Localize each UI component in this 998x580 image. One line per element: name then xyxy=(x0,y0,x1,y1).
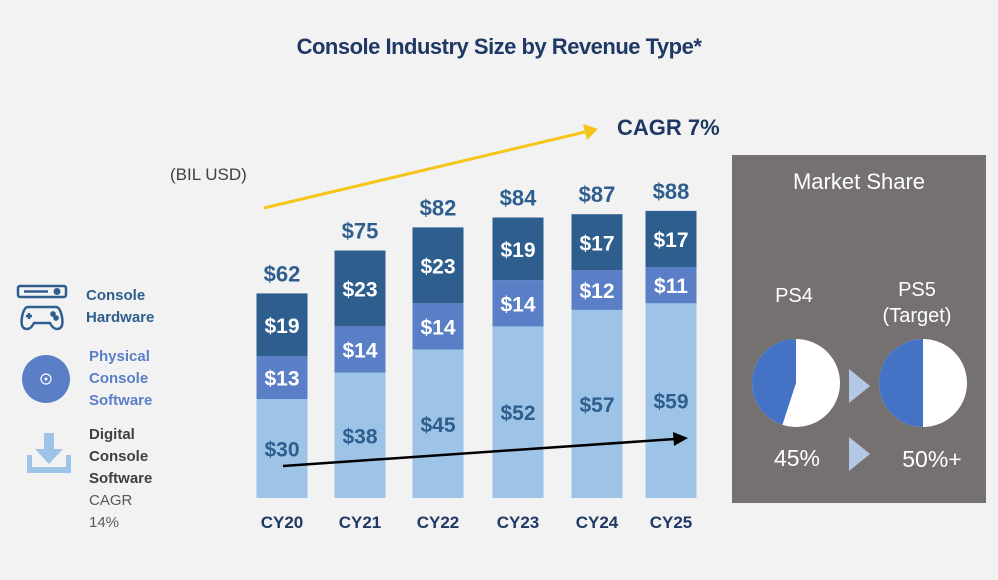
unit-label: (BIL USD) xyxy=(170,165,247,184)
total-value-label: $84 xyxy=(500,186,537,211)
ps4-share-value: 45% xyxy=(773,445,821,471)
segment-value-label: $57 xyxy=(579,394,614,417)
legend-physical-line1: Physical Console xyxy=(89,348,150,387)
console-controller-icon xyxy=(16,284,68,331)
segment-value-label: $52 xyxy=(500,402,535,425)
bar-segment-hardware xyxy=(334,250,386,327)
segment-value-label: $14 xyxy=(420,316,455,339)
ps5-pie-share xyxy=(879,339,923,427)
digital-arrow-head xyxy=(673,432,688,446)
x-tick-label: CY23 xyxy=(497,513,540,532)
chevron-arrow-icon xyxy=(849,369,870,403)
bar-segment-hardware xyxy=(412,227,464,304)
segment-value-label: $30 xyxy=(264,439,299,462)
legend-hardware-line2: Hardware xyxy=(86,309,155,326)
bar-segment-hardware xyxy=(645,210,697,267)
x-tick-label: CY22 xyxy=(417,513,460,532)
bar-segment-digital xyxy=(334,372,386,498)
legend-physical-line2: Software xyxy=(89,392,153,409)
digital-arrow-line xyxy=(282,437,676,468)
ps5-name: PS5 xyxy=(898,279,936,301)
segment-value-label: $38 xyxy=(342,425,377,448)
bar-segment-physical xyxy=(334,326,386,373)
x-tick-label: CY24 xyxy=(576,513,619,532)
legend-digital-line1: Digital Console xyxy=(89,426,149,465)
segment-value-label: $11 xyxy=(654,275,688,298)
bar-segment-digital xyxy=(571,309,623,498)
bar-segment-digital xyxy=(645,303,697,498)
legend-digital-sub: CAGR 14% xyxy=(89,492,133,531)
segment-value-label: $14 xyxy=(342,340,377,363)
market-share-title: Market Share xyxy=(792,169,926,194)
ps5-share-value: 50%+ xyxy=(902,446,962,472)
stacked-bar-chart: $30 $13 $19 $62 CY20 $38 $14 $23 $75 CY21 $45 $14 $2… xyxy=(256,124,697,532)
total-value-label: $87 xyxy=(579,182,616,207)
ps4-pie-share xyxy=(751,339,796,425)
segment-value-label: $19 xyxy=(264,315,299,338)
chevron-arrow-icon xyxy=(849,437,870,471)
segment-value-label: $59 xyxy=(653,391,688,414)
segment-value-label: $19 xyxy=(500,239,535,262)
segment-value-label: $45 xyxy=(420,414,455,437)
cagr-arrow-head xyxy=(583,124,598,140)
ps5-target: (Target) xyxy=(882,305,952,327)
bar-segment-hardware xyxy=(571,214,623,271)
x-tick-label: CY20 xyxy=(261,513,304,532)
bar-segment-physical xyxy=(571,270,623,310)
market-share-panel: Market Share PS4 PS5 (Target) 45% 50%+ xyxy=(732,155,986,503)
bar-segment-digital xyxy=(492,326,544,498)
bar-segment-physical xyxy=(492,280,544,327)
total-value-label: $75 xyxy=(342,219,379,244)
segment-value-label: $17 xyxy=(653,229,688,252)
bar-segment-hardware xyxy=(256,293,308,357)
legend-digital-line2: Software xyxy=(89,470,153,487)
segment-value-label: $17 xyxy=(579,232,614,255)
total-value-label: $88 xyxy=(653,179,690,204)
bar-segment-hardware xyxy=(492,217,544,281)
ps5-label: PS5 (Target) xyxy=(862,277,972,329)
total-value-label: $82 xyxy=(420,195,457,220)
disc-icon xyxy=(22,355,70,403)
bar-segment-physical xyxy=(256,356,308,399)
cagr-label: CAGR 7% xyxy=(617,115,720,140)
x-tick-label: CY25 xyxy=(650,513,693,532)
cagr-arrow-line xyxy=(263,130,586,210)
segment-value-label: $23 xyxy=(342,278,377,301)
legend-hardware-line1: Console xyxy=(86,287,146,304)
total-value-label: $62 xyxy=(264,261,301,286)
x-tick-label: CY21 xyxy=(339,513,382,532)
download-icon xyxy=(27,433,71,473)
segment-value-label: $13 xyxy=(264,368,299,391)
ps4-label: PS4 xyxy=(775,285,813,307)
segment-value-label: $14 xyxy=(500,293,535,316)
bar-segment-digital xyxy=(256,399,308,498)
market-share-graphics xyxy=(751,339,967,471)
bar-segment-digital xyxy=(412,349,464,498)
bar-segment-physical xyxy=(412,303,464,350)
segment-value-label: $12 xyxy=(579,280,614,303)
segment-value-label: $23 xyxy=(420,255,455,278)
bar-segment-physical xyxy=(645,267,697,304)
chart-title: Console Industry Size by Revenue Type* xyxy=(296,34,702,59)
